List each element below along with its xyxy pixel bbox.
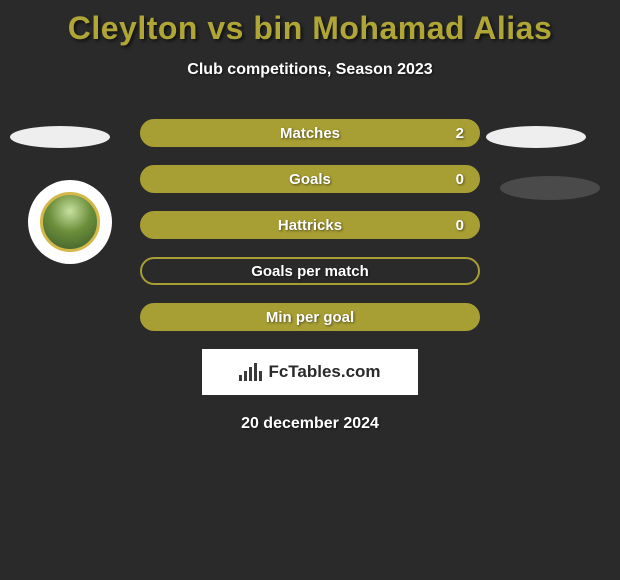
comparison-subtitle: Club competitions, Season 2023 bbox=[0, 61, 620, 79]
stat-bar-label: Min per goal bbox=[266, 309, 354, 326]
stat-bar-value: 0 bbox=[456, 171, 464, 188]
brand-text: FcTables.com bbox=[268, 362, 380, 382]
stat-bar: Goals per match bbox=[140, 257, 480, 285]
stat-bar-value: 2 bbox=[456, 125, 464, 142]
stat-bar-label: Hattricks bbox=[278, 217, 342, 234]
brand-box: FcTables.com bbox=[202, 349, 418, 395]
stat-bar: Hattricks 0 bbox=[140, 211, 480, 239]
date-text: 20 december 2024 bbox=[0, 415, 620, 433]
player-right-oval-2 bbox=[500, 176, 600, 200]
stat-bar: Matches 2 bbox=[140, 119, 480, 147]
stat-bar: Goals 0 bbox=[140, 165, 480, 193]
stat-bar-label: Goals bbox=[289, 171, 331, 188]
player-left-oval bbox=[10, 126, 110, 148]
stat-bar-label: Goals per match bbox=[251, 263, 369, 280]
club-badge-inner bbox=[40, 192, 100, 252]
stat-bar-label: Matches bbox=[280, 125, 340, 142]
brand-chart-icon bbox=[239, 363, 262, 381]
stat-bar: Min per goal bbox=[140, 303, 480, 331]
club-badge bbox=[28, 180, 112, 264]
stat-bar-value: 0 bbox=[456, 217, 464, 234]
player-right-oval-1 bbox=[486, 126, 586, 148]
comparison-title: Cleylton vs bin Mohamad Alias bbox=[0, 0, 620, 47]
